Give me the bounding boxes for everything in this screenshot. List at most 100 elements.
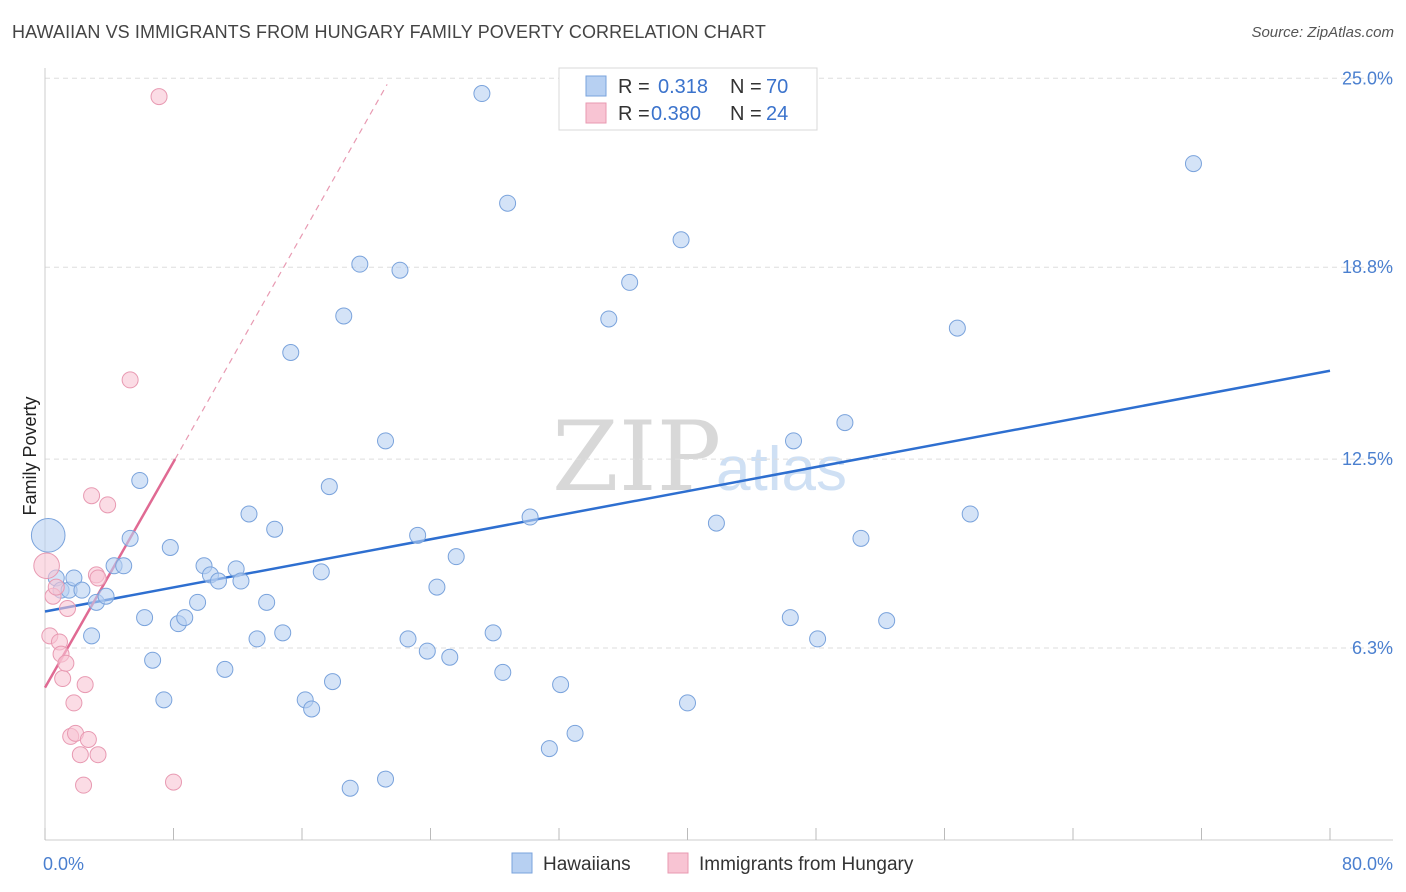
- point-hawaiians-45: [418, 642, 436, 660]
- point-hawaiians-6: [83, 627, 101, 645]
- point-hungary-19: [89, 569, 107, 587]
- legend-r-value-2: 0.380: [651, 103, 701, 125]
- point-hawaiians-57: [600, 310, 618, 328]
- point-hawaiians-53: [521, 508, 539, 526]
- point-hawaiians-58: [621, 273, 639, 291]
- legend-swatch-hawaiians: [585, 75, 607, 97]
- point-hawaiians-49: [473, 85, 491, 103]
- legend-r-value-1: 0.318: [658, 76, 708, 98]
- point-hungary-18: [89, 746, 107, 764]
- point-hawaiians-19: [189, 593, 207, 611]
- point-hungary-3: [47, 578, 65, 596]
- y-tick-label-2: 18.8%: [1342, 257, 1393, 277]
- watermark: ZIP atlas: [552, 401, 847, 513]
- point-hawaiians-27: [248, 630, 266, 648]
- point-hawaiians-31: [282, 344, 300, 361]
- point-hawaiians-15: [155, 691, 173, 709]
- bottom-legend-hungary: Immigrants from Hungary: [699, 854, 914, 875]
- point-hawaiians-30: [274, 624, 292, 642]
- legend-swatch-hungary: [585, 102, 607, 124]
- legend-r-label-2: R =: [618, 103, 650, 125]
- point-hawaiians-0: [30, 518, 66, 553]
- point-hawaiians-51: [494, 663, 512, 681]
- point-hawaiians-41: [377, 770, 395, 788]
- point-hawaiians-55: [552, 676, 570, 694]
- y-axis-label: Family Poverty: [20, 396, 40, 515]
- point-hawaiians-14: [144, 651, 162, 669]
- point-hawaiians-28: [258, 593, 276, 611]
- point-hawaiians-68: [948, 319, 966, 337]
- point-hawaiians-25: [232, 572, 250, 590]
- point-hungary-7: [57, 654, 75, 672]
- point-hawaiians-66: [852, 529, 870, 547]
- point-hungary-6: [54, 670, 72, 688]
- point-hawaiians-42: [391, 261, 409, 279]
- point-hawaiians-59: [672, 231, 690, 249]
- point-hawaiians-22: [209, 572, 227, 590]
- point-hawaiians-48: [447, 548, 465, 566]
- x-tick-label-1: 80.0%: [1342, 854, 1393, 874]
- y-tick-labels: 6.3% 12.5% 18.8% 25.0%: [1342, 68, 1393, 658]
- y-tick-label-3: 25.0%: [1342, 68, 1393, 88]
- point-hawaiians-36: [324, 673, 342, 691]
- point-hungary-10: [65, 694, 83, 712]
- point-hungary-23: [165, 773, 182, 791]
- data-points: [30, 85, 1202, 797]
- point-hawaiians-60: [679, 694, 696, 712]
- point-hungary-0: [33, 552, 60, 580]
- bottom-legend: Hawaiians Immigrants from Hungary: [511, 852, 914, 875]
- point-hawaiians-35: [320, 478, 338, 496]
- legend: R = 0.318 N = 70 R = 0.380 N = 24: [558, 67, 818, 131]
- trend-line-hawaiians: [44, 369, 1331, 613]
- bottom-legend-swatch-hungary: [667, 852, 689, 874]
- point-hawaiians-11: [121, 529, 139, 547]
- x-tick-label-0: 0.0%: [43, 854, 84, 874]
- point-hawaiians-26: [240, 505, 258, 523]
- point-hawaiians-33: [303, 700, 321, 718]
- trend-line-hungary-extension: [174, 84, 388, 460]
- point-hawaiians-64: [809, 630, 827, 648]
- point-hawaiians-52: [499, 194, 517, 212]
- point-hungary-16: [83, 487, 101, 505]
- watermark-zip: ZIP: [552, 401, 721, 513]
- point-hawaiians-61: [707, 514, 725, 532]
- legend-n-value-1: 70: [766, 76, 788, 98]
- point-hawaiians-12: [131, 471, 149, 489]
- y-tick-label-0: 6.3%: [1352, 638, 1393, 658]
- source-label: Source: ZipAtlas.com: [1251, 24, 1394, 41]
- point-hungary-15: [79, 730, 97, 748]
- point-hawaiians-44: [409, 526, 427, 544]
- point-hawaiians-16: [161, 539, 179, 556]
- point-hawaiians-38: [341, 779, 359, 797]
- point-hawaiians-4: [65, 569, 83, 587]
- point-hawaiians-67: [878, 612, 896, 630]
- point-hawaiians-56: [566, 724, 584, 742]
- watermark-atlas: atlas: [716, 435, 847, 504]
- point-hawaiians-18: [176, 609, 194, 627]
- point-hawaiians-54: [540, 740, 558, 758]
- axes: [44, 68, 1393, 841]
- point-hawaiians-8: [97, 587, 115, 605]
- legend-r-label-1: R =: [618, 76, 650, 98]
- point-hawaiians-13: [136, 609, 154, 627]
- point-hawaiians-23: [216, 660, 234, 678]
- legend-n-value-2: 24: [766, 103, 788, 125]
- x-tick-labels: 0.0% 80.0%: [43, 854, 1393, 874]
- point-hungary-13: [75, 776, 93, 794]
- point-hawaiians-10: [115, 557, 133, 575]
- point-hawaiians-47: [441, 648, 459, 666]
- point-hungary-8: [58, 599, 76, 617]
- point-hungary-20: [99, 496, 117, 514]
- point-hungary-21: [121, 371, 139, 389]
- legend-n-label-1: N =: [730, 76, 762, 98]
- point-hawaiians-29: [266, 520, 284, 538]
- point-hawaiians-46: [428, 578, 446, 596]
- chart-title: HAWAIIAN VS IMMIGRANTS FROM HUNGARY FAMI…: [12, 22, 766, 42]
- trend-lines: [43, 84, 1331, 689]
- point-hawaiians-40: [377, 432, 395, 450]
- point-hawaiians-70: [1184, 155, 1202, 173]
- point-hawaiians-39: [351, 255, 369, 273]
- point-hawaiians-5: [73, 581, 91, 599]
- point-hawaiians-62: [781, 609, 799, 627]
